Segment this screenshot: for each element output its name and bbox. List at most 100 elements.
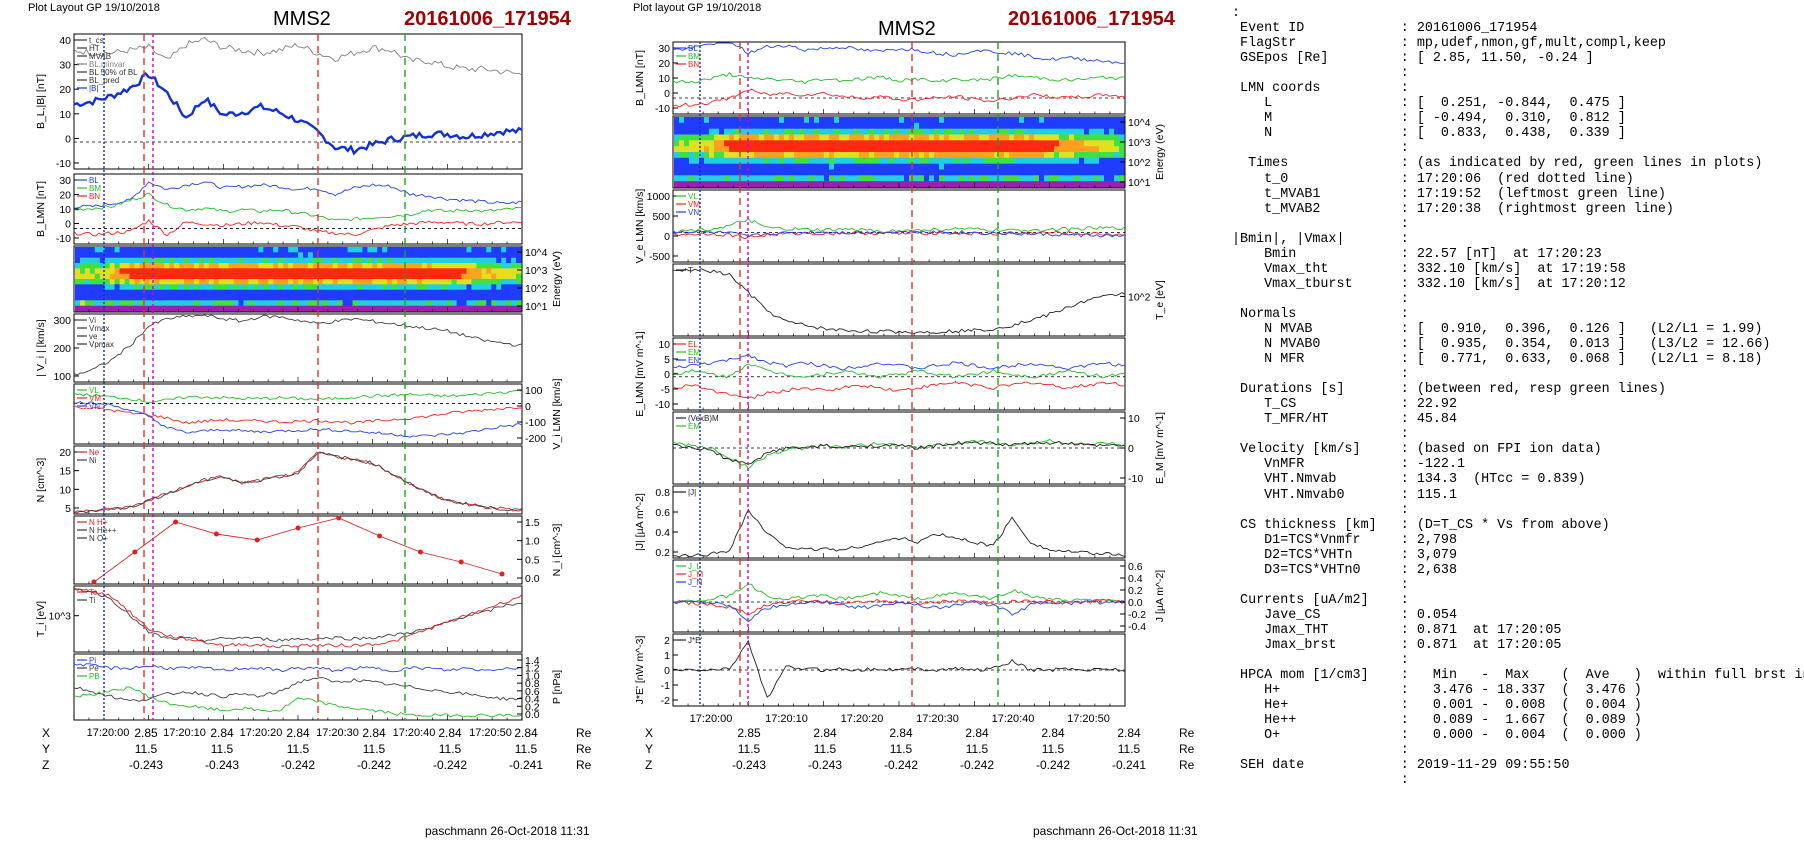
middle-spectrogram-cell: [909, 181, 915, 188]
middle-spectrogram-cell: [679, 140, 685, 147]
left-spectrogram-cell: [278, 263, 284, 269]
middle-spectrogram-cell: [699, 140, 705, 147]
middle-spectrogram-cell: [1114, 163, 1120, 171]
left-spectrogram-cell: [243, 257, 250, 264]
left-spectrogram-cell: [104, 295, 111, 301]
middle-spectrogram-cell: [1049, 181, 1055, 188]
left-spectrogram-cell: [288, 252, 294, 259]
left-spectrogram-cell: [496, 305, 502, 312]
left-spectrogram-cell: [362, 289, 368, 296]
middle-spectrogram-cell: [1039, 163, 1045, 171]
middle-spectrogram-cell: [764, 163, 770, 171]
middle-spectrogram-cell: [904, 163, 910, 171]
left-spectrogram-cell: [268, 284, 274, 291]
left-spectrogram-cell: [516, 252, 522, 259]
middle-spectrogram-cell: [1074, 181, 1080, 188]
middle-spectrogram-cell: [754, 117, 760, 124]
left-legend-label: BL: [89, 176, 99, 185]
left-spectrogram-cell: [496, 284, 502, 291]
left-spectrogram-cell: [283, 305, 289, 312]
left-spectrogram-cell: [431, 252, 438, 259]
left-spectrogram-cell: [263, 247, 269, 253]
left-spectrogram-cell: [144, 289, 150, 296]
middle-spectrogram-cell: [1039, 169, 1045, 176]
left-spectrogram-cell: [456, 257, 463, 264]
middle-spectrogram-cell: [1079, 140, 1085, 147]
left-spectrogram-cell: [154, 247, 160, 253]
middle-spectrogram-cell: [764, 169, 770, 176]
middle-spectrogram-cell: [759, 122, 765, 130]
middle-spectrogram-cell: [839, 134, 845, 141]
left-spectrogram-cell: [129, 284, 136, 291]
middle-spectrogram-cell: [859, 140, 865, 147]
middle-spectrogram-cell: [849, 169, 855, 176]
middle-spectrogram-cell: [939, 175, 945, 182]
left-spectrogram-cell: [357, 273, 364, 280]
middle-spectrogram-cell: [759, 163, 765, 171]
left-spectrogram-cell: [337, 247, 344, 253]
left-spectrogram-cell: [491, 252, 497, 259]
middle-spectrogram-cell: [684, 128, 690, 136]
middle-ephemeris-value: 2.84: [965, 726, 989, 740]
middle-spectrogram-cell: [964, 157, 970, 165]
left-ytick-label: 1.0: [525, 670, 540, 682]
left-spectrogram-cell: [461, 284, 468, 291]
left-spectrogram-cell: [198, 252, 205, 259]
left-spectrogram-cell: [327, 305, 334, 312]
left-spectrogram-cell: [298, 273, 304, 280]
left-ytick-label: 0.8: [525, 678, 540, 690]
left-spectrogram-cell: [436, 305, 443, 312]
middle-spectrogram-cell: [1069, 128, 1075, 136]
middle-spectrogram-cell: [1084, 122, 1090, 130]
middle-spectrogram-cell: [904, 117, 910, 124]
left-spectrogram-cell: [213, 305, 220, 312]
middle-spectrogram-cell: [1099, 169, 1105, 176]
left-series-bm: [73, 192, 523, 222]
left-spectrogram-cell: [268, 295, 274, 301]
left-spectrogram-cell: [372, 289, 378, 296]
left-spectrogram-cell: [278, 289, 284, 296]
left-spectrogram-cell: [431, 247, 438, 253]
middle-spectrogram-cell: [719, 152, 725, 159]
middle-spectrogram-cell: [819, 146, 825, 153]
middle-spectrogram-cell: [1089, 140, 1095, 147]
left-spectrogram-cell: [253, 273, 259, 280]
left-spectrogram-cell: [89, 252, 96, 259]
left-time-label: 17:20:30: [316, 727, 359, 739]
left-spectrogram-cell: [451, 257, 458, 264]
middle-spectrogram-cell: [764, 140, 770, 147]
middle-spectrogram-cell: [1109, 169, 1115, 176]
middle-spectrogram-cell: [809, 163, 815, 171]
left-spectrogram-cell: [268, 263, 274, 269]
middle-spectrogram-cell: [889, 122, 895, 130]
middle-spectrogram-cell: [854, 152, 860, 159]
middle-spectrogram-cell: [864, 157, 870, 165]
left-spectrogram-cell: [461, 257, 468, 264]
middle-spectrogram-cell: [894, 146, 900, 153]
middle-spectrogram-cell: [714, 134, 720, 141]
left-spectrogram-cell: [164, 263, 170, 269]
left-spectrogram-cell: [456, 300, 463, 307]
middle-spectrogram-cell: [824, 152, 830, 159]
left-ephemeris-value: -0.242: [432, 758, 468, 772]
left-spectrogram-cell: [233, 300, 240, 307]
middle-spectrogram-cell: [1084, 181, 1090, 188]
left-spectrogram-cell: [203, 295, 210, 301]
middle-spectrogram-cell: [949, 140, 955, 147]
left-spectrogram-cell: [491, 257, 497, 264]
middle-spectrogram-cell: [864, 163, 870, 171]
middle-spectrogram-cell: [814, 140, 820, 147]
middle-spectrogram-cell: [824, 169, 830, 176]
left-spectrogram-cell: [352, 252, 359, 259]
middle-ephemeris-value: 11.5: [889, 742, 913, 756]
left-spectrogram-cell: [352, 289, 359, 296]
middle-spectrogram-cell: [949, 128, 955, 136]
middle-spectrogram-cell: [989, 169, 995, 176]
left-ytick-label: 20: [59, 190, 71, 202]
left-spectrogram-cell: [298, 247, 304, 253]
middle-spectrogram-cell: [824, 134, 830, 141]
middle-spectrogram-cell: [829, 175, 835, 182]
middle-spectrogram-cell: [704, 169, 710, 176]
left-spectrogram-cell: [218, 247, 225, 253]
middle-spectrogram-cell: [904, 157, 910, 165]
